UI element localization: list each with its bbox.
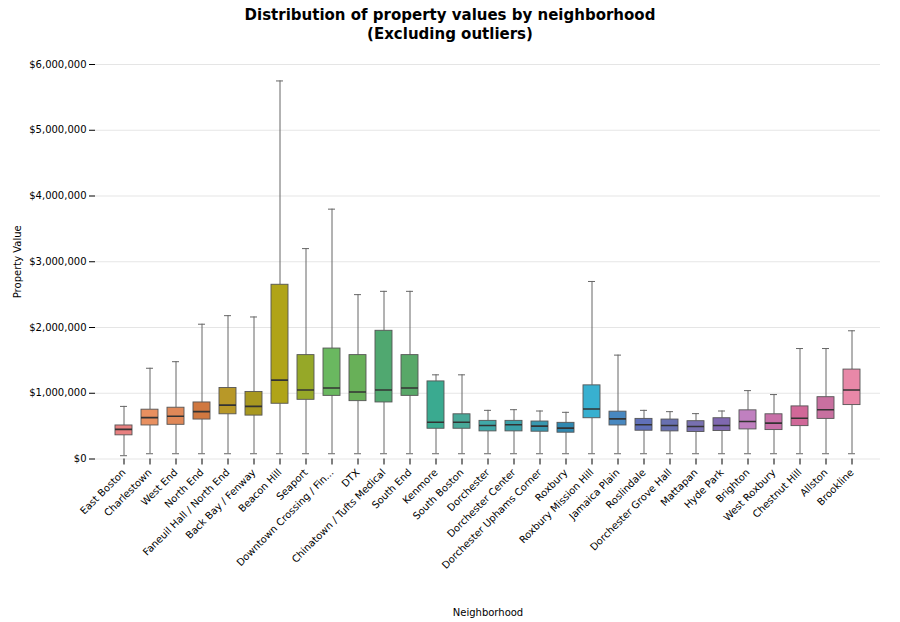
svg-text:Downtown Crossing / Fin...: Downtown Crossing / Fin... — [234, 466, 335, 567]
svg-text:$3,000,000: $3,000,000 — [29, 255, 86, 266]
svg-text:South End: South End — [369, 466, 414, 511]
svg-text:Kenmore: Kenmore — [400, 466, 440, 506]
svg-text:Brookline: Brookline — [815, 466, 856, 507]
svg-text:Jamaica Plain: Jamaica Plain — [566, 466, 622, 522]
svg-text:East Boston: East Boston — [77, 466, 128, 516]
svg-text:Property Value: Property Value — [12, 225, 23, 298]
svg-text:Mattapan: Mattapan — [658, 466, 700, 508]
svg-text:Chestnut Hill: Chestnut Hill — [750, 466, 803, 519]
svg-text:South Boston: South Boston — [410, 466, 466, 522]
svg-text:Faneuil Hall / North End: Faneuil Hall / North End — [140, 466, 232, 558]
svg-text:$5,000,000: $5,000,000 — [29, 124, 86, 135]
svg-text:Roxbury: Roxbury — [532, 466, 570, 503]
svg-text:DTX: DTX — [339, 466, 361, 488]
svg-text:Roslindale: Roslindale — [603, 466, 648, 511]
svg-text:$2,000,000: $2,000,000 — [29, 321, 86, 332]
svg-text:Neighborhood: Neighborhood — [453, 607, 523, 618]
svg-text:Hyde Park: Hyde Park — [682, 466, 726, 510]
html-text:Distribution of property value: Distribution of property values by neigh… — [244, 6, 656, 43]
svg-text:Brighton: Brighton — [713, 466, 752, 505]
svg-text:Dorchester Uphams Corner: Dorchester Uphams Corner — [440, 466, 545, 571]
svg-text:Allston: Allston — [797, 466, 830, 498]
svg-text:West Roxbury: West Roxbury — [721, 466, 778, 523]
svg-text:Seaport: Seaport — [274, 466, 310, 502]
svg-text:Dorchester Grove Hall: Dorchester Grove Hall — [588, 466, 674, 552]
svg-text:North End: North End — [162, 466, 206, 510]
svg-text:Chinatown / Tufts Medical: Chinatown / Tufts Medical — [290, 466, 388, 564]
svg-text:Back Bay / Fenway: Back Bay / Fenway — [183, 466, 258, 541]
svg-text:$4,000,000: $4,000,000 — [29, 190, 86, 201]
svg-text:$6,000,000: $6,000,000 — [29, 58, 86, 69]
svg-text:Roxbury Mission Hill: Roxbury Mission Hill — [517, 466, 596, 545]
svg-text:$0: $0 — [74, 453, 87, 464]
svg-text:Dorchester Center: Dorchester Center — [444, 466, 518, 539]
svg-text:Beacon Hill: Beacon Hill — [236, 466, 283, 513]
svg-text:$1,000,000: $1,000,000 — [29, 387, 86, 398]
svg-text:West End: West End — [138, 466, 180, 508]
svg-text:Charlestown: Charlestown — [101, 466, 154, 518]
